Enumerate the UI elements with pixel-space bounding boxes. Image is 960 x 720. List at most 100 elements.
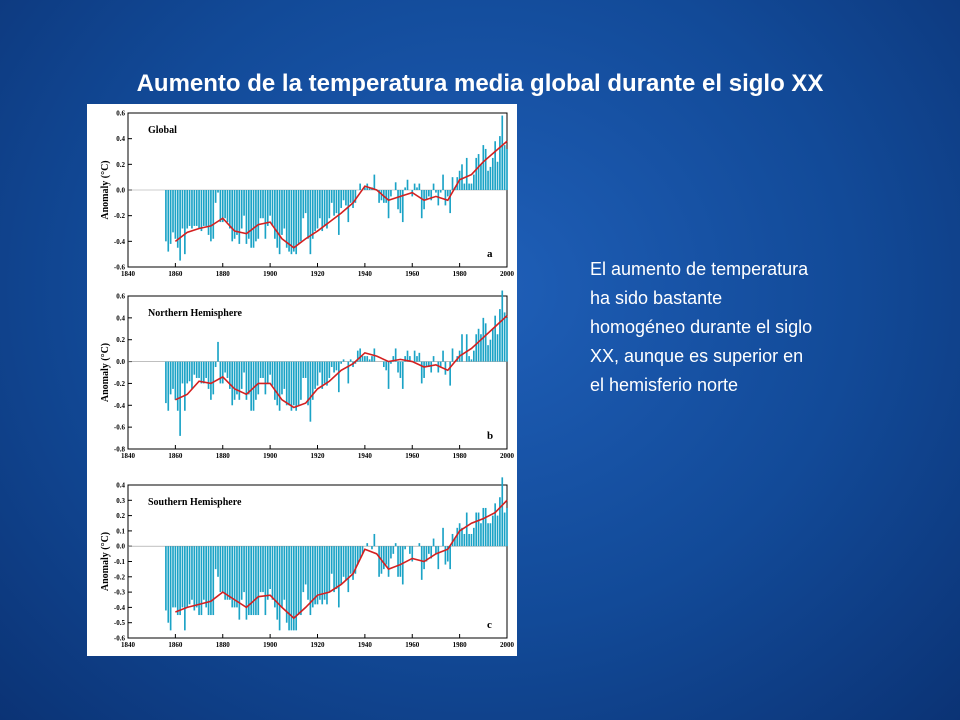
y-tick-label: -0.8 [114, 446, 126, 454]
bar [259, 190, 262, 219]
bar [224, 546, 226, 600]
bar [385, 546, 388, 565]
bar [418, 352, 421, 362]
bar [283, 546, 286, 600]
bar [191, 546, 193, 600]
bar [335, 361, 338, 371]
bar [413, 183, 416, 190]
bar [184, 361, 186, 411]
panel-label: c [487, 619, 492, 631]
bar [214, 546, 217, 570]
bar [321, 190, 324, 232]
bar [276, 361, 279, 406]
bar [413, 350, 416, 362]
bar [439, 361, 442, 368]
bar [285, 361, 288, 406]
x-tick-label: 1860 [168, 452, 183, 460]
bar [428, 546, 430, 554]
bar [420, 361, 423, 384]
bar [473, 174, 475, 190]
bar [411, 546, 414, 562]
bar [212, 190, 215, 239]
bar [200, 546, 203, 616]
bar [252, 546, 255, 616]
panel-label: a [487, 248, 493, 260]
bar [387, 546, 390, 577]
bar [219, 361, 222, 384]
bar [385, 190, 388, 203]
bar [397, 190, 399, 210]
bar [205, 190, 207, 226]
bar [482, 317, 485, 362]
bar [444, 361, 447, 375]
bar [475, 334, 478, 362]
bar [252, 361, 255, 411]
bar [458, 523, 461, 547]
bar [470, 359, 473, 362]
bar [169, 546, 172, 631]
bar [501, 477, 504, 547]
bar [401, 361, 404, 389]
bar [290, 190, 293, 255]
bar [371, 546, 373, 550]
y-tick-label: 0.2 [116, 161, 125, 169]
bar [342, 546, 345, 577]
bar [212, 361, 215, 395]
bar [468, 183, 470, 190]
x-tick-label: 1960 [405, 270, 420, 278]
bar [255, 546, 257, 616]
bar [470, 533, 473, 547]
bar [174, 190, 177, 239]
bar [202, 546, 205, 600]
bar [167, 546, 170, 623]
bar [494, 503, 496, 547]
bar [269, 190, 271, 216]
bar [176, 546, 179, 616]
bar [316, 361, 319, 386]
bar [231, 190, 234, 242]
text-line: homogéneo durante el siglo [590, 317, 813, 337]
bar [193, 546, 196, 611]
bar [229, 546, 231, 600]
bar [394, 348, 397, 362]
bar [416, 356, 418, 362]
y-tick-label: -0.4 [114, 238, 126, 246]
bar [423, 546, 425, 570]
bar [437, 361, 440, 373]
x-tick-label: 1880 [216, 270, 231, 278]
bar [285, 190, 288, 248]
y-tick-label: -0.4 [114, 402, 126, 410]
bar [247, 190, 250, 239]
text-line: ha sido bastante [590, 288, 723, 308]
bar [482, 507, 485, 547]
bar [219, 546, 222, 593]
bar [330, 190, 333, 203]
bar [319, 361, 321, 373]
bar [257, 546, 260, 616]
bar [352, 546, 354, 580]
bar [456, 527, 459, 547]
bar [214, 361, 217, 368]
y-tick-label: 0.2 [116, 512, 125, 520]
bar [359, 183, 361, 190]
bar [361, 356, 364, 362]
bar [345, 546, 347, 580]
bar [399, 546, 402, 577]
bar [397, 361, 399, 373]
bar [394, 543, 397, 547]
bar [501, 290, 504, 362]
bar [496, 161, 499, 190]
bar [416, 187, 418, 190]
bar [333, 190, 335, 216]
bar [454, 538, 456, 547]
y-tick-label: -0.3 [114, 589, 126, 597]
bar [309, 190, 312, 255]
bar [245, 361, 248, 400]
bar [442, 350, 444, 362]
bar [259, 546, 262, 593]
bar [356, 350, 359, 362]
bar [503, 145, 506, 190]
bar [309, 546, 312, 616]
bar [439, 190, 442, 193]
